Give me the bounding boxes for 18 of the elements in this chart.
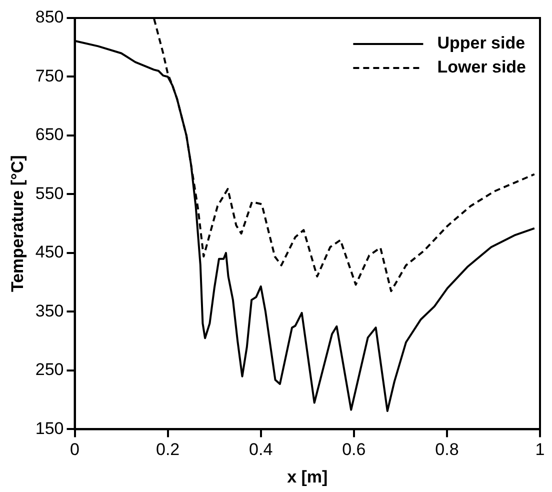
- x-axis-title: x [m]: [287, 467, 328, 486]
- legend-label: Upper side: [437, 34, 526, 53]
- y-tick-label: 750: [35, 66, 64, 86]
- x-tick-label: 0: [70, 440, 80, 460]
- x-tick-label: 1: [535, 440, 545, 460]
- y-tick-label: 550: [35, 184, 64, 203]
- y-tick-label: 250: [35, 360, 64, 380]
- y-axis-title: Temperature [°C]: [8, 155, 27, 292]
- legend-label: Lower side: [437, 58, 526, 77]
- y-tick-label: 850: [35, 8, 64, 27]
- y-tick-label: 350: [35, 301, 64, 320]
- x-tick-label: 0.2: [156, 440, 180, 460]
- x-tick-label: 0.8: [435, 440, 459, 460]
- x-tick-label: 0.4: [249, 440, 273, 460]
- y-tick-label: 150: [35, 418, 64, 438]
- y-tick-label: 650: [35, 125, 64, 144]
- x-tick-label: 0.6: [342, 440, 366, 460]
- y-tick-label: 450: [35, 242, 64, 262]
